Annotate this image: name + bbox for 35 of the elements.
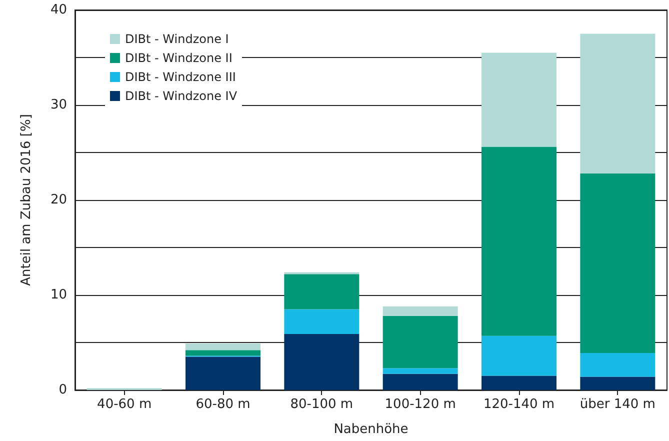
legend-label: DIBt - Windzone III: [125, 70, 236, 84]
x-tick-label: 120-140 m: [483, 397, 555, 412]
y-axis-title: Anteil am Zubau 2016 [%]: [19, 114, 34, 286]
bar: [382, 306, 458, 316]
x-tick-label: 80-100 m: [290, 397, 354, 412]
bar: [186, 343, 260, 350]
bar: [382, 368, 458, 374]
x-tick-label: 60-80 m: [196, 397, 250, 412]
bar: [186, 350, 260, 356]
x-tick-label: über 140 m: [580, 397, 656, 412]
bar: [580, 352, 656, 377]
y-tick-label: 10: [50, 288, 67, 302]
bar: [482, 52, 556, 147]
bar: [580, 34, 656, 174]
legend-label: DIBt - Windzone I: [125, 32, 229, 46]
bar: [284, 309, 360, 334]
bar: [382, 374, 458, 390]
bar: [482, 146, 556, 336]
bar: [482, 336, 556, 376]
bar: [580, 376, 656, 390]
legend-label: DIBt - Windzone II: [125, 51, 232, 65]
x-tick-label: 100-120 m: [384, 397, 456, 412]
bar: [284, 274, 360, 310]
bar: [580, 173, 656, 353]
y-tick-label: 40: [50, 2, 67, 18]
legend-label: DIBt - Windzone IV: [125, 89, 238, 103]
bar: [186, 356, 260, 390]
y-tick-label: 30: [50, 98, 67, 112]
bar: [482, 376, 556, 390]
y-tick-label: 0: [58, 382, 67, 398]
x-axis-title: Nabenhöhe: [334, 422, 408, 437]
y-tick-label: 20: [50, 192, 67, 208]
bar: [284, 334, 360, 390]
x-tick-label: 40-60 m: [97, 397, 152, 412]
bar: [382, 316, 458, 368]
